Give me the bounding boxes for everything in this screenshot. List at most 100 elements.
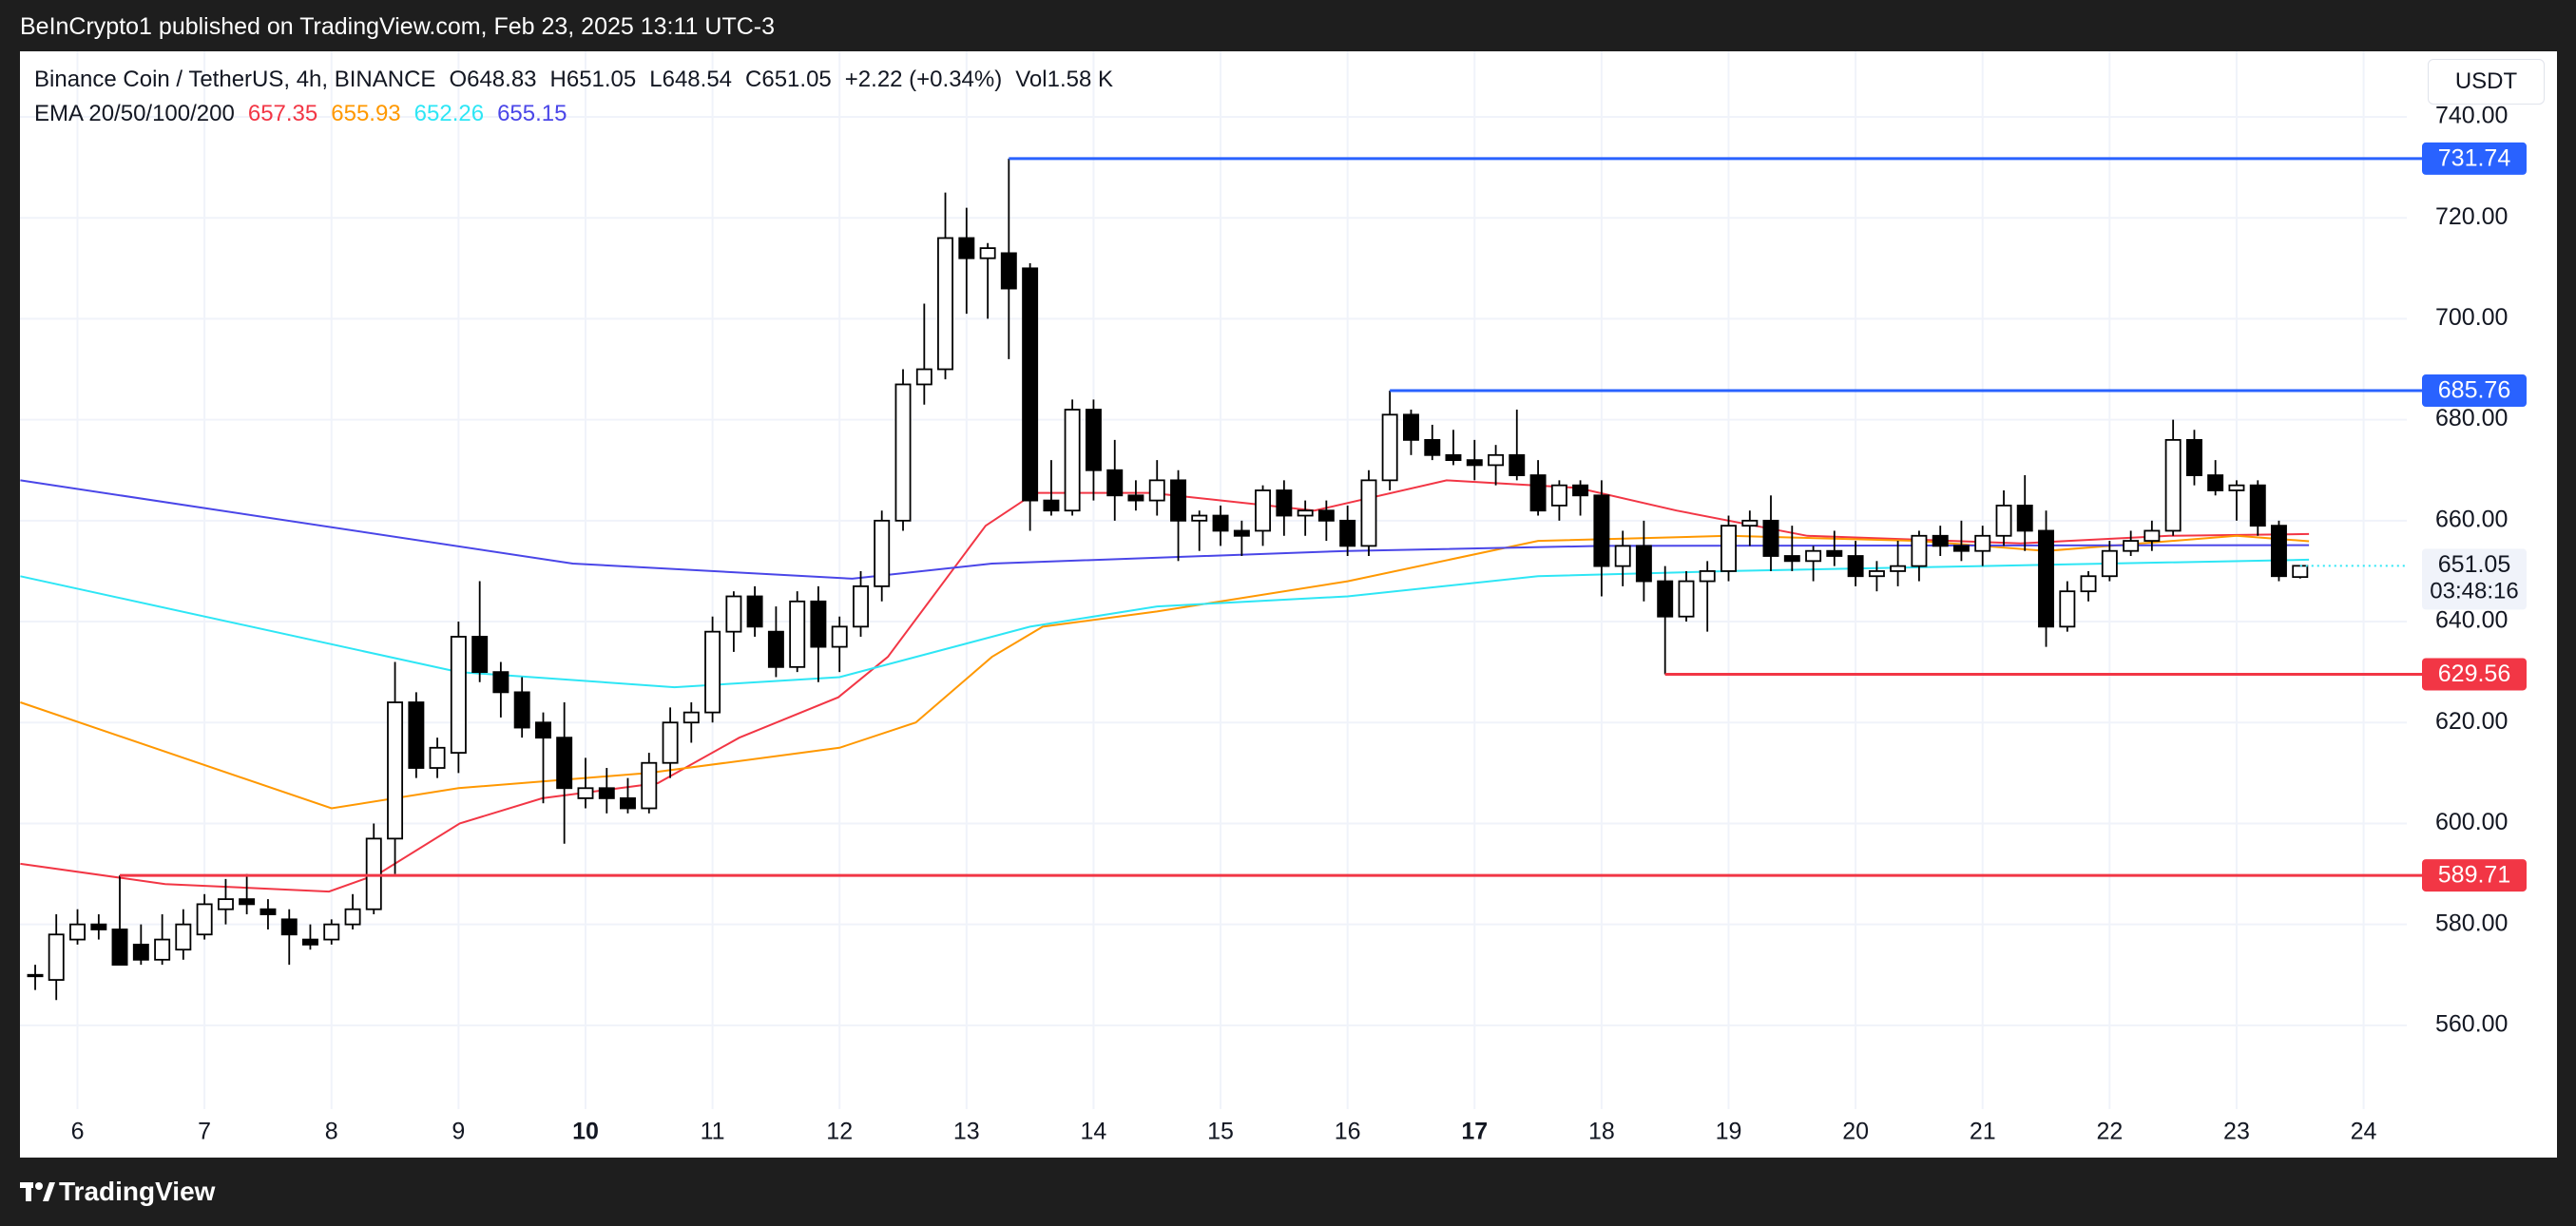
candle-body xyxy=(301,938,318,946)
candle-body xyxy=(387,701,404,840)
y-tick-label: 700.00 xyxy=(2435,304,2508,331)
ema-value: 652.26 xyxy=(413,101,485,126)
candle-body xyxy=(2016,505,2033,532)
level-label-box xyxy=(2422,142,2527,175)
y-tick-label: 600.00 xyxy=(2435,809,2508,835)
candle-body xyxy=(620,796,636,810)
candle-body xyxy=(1170,479,1187,522)
candle-body xyxy=(1826,549,1843,557)
candle-body xyxy=(1635,545,1652,583)
y-tick-label: 580.00 xyxy=(2435,910,2508,936)
candle-body xyxy=(2143,529,2161,542)
candle-body xyxy=(1000,252,1017,290)
ema-label: EMA 20/50/100/200 xyxy=(34,101,235,126)
candle-body xyxy=(1466,459,1483,467)
candle-body xyxy=(27,973,44,978)
candle-body xyxy=(598,787,615,799)
candle-body xyxy=(2080,575,2097,593)
ema-legend: EMA 20/50/100/200 657.35 655.93 652.26 655.… xyxy=(34,101,567,127)
x-tick-label: 23 xyxy=(2223,1119,2250,1145)
x-tick-label: 17 xyxy=(1461,1119,1488,1145)
candle-body xyxy=(2123,540,2140,552)
last-price-box xyxy=(2422,548,2527,610)
currency-button[interactable]: USDT xyxy=(2428,59,2545,105)
candle-body xyxy=(704,630,721,714)
x-tick-label: 18 xyxy=(1588,1119,1615,1145)
candle-body xyxy=(2292,565,2309,579)
tradingview-logo xyxy=(20,1182,55,1201)
candle-body xyxy=(810,600,827,648)
candle-body xyxy=(260,908,277,915)
candle-body xyxy=(1339,519,1356,547)
candle-body xyxy=(1381,413,1398,482)
candle-body xyxy=(979,247,996,259)
candle-body xyxy=(535,721,551,739)
candle-body xyxy=(1805,549,1822,563)
candle-body xyxy=(1678,580,1695,618)
candle-body xyxy=(1952,545,1970,552)
candle-body xyxy=(69,923,86,941)
volume: Vol1.58 K xyxy=(1015,67,1113,92)
candle-body xyxy=(2270,525,2287,578)
candle-body xyxy=(1276,489,1293,517)
candle-body xyxy=(1529,474,1547,512)
candle-body xyxy=(915,368,932,386)
candle-body xyxy=(937,237,953,371)
candle-body xyxy=(1445,453,1462,462)
candle-body xyxy=(1064,409,1081,512)
candle-body xyxy=(2249,484,2266,527)
candle-body xyxy=(767,630,784,668)
candle-body xyxy=(1488,453,1505,467)
countdown-label: 03:48:16 xyxy=(2430,579,2518,604)
candle-body xyxy=(408,701,425,769)
candle-body xyxy=(894,383,912,522)
last-price-label: 651.05 xyxy=(2438,551,2510,578)
candle-body xyxy=(323,923,340,941)
candle-body xyxy=(132,943,149,961)
candle-body xyxy=(789,600,806,668)
candle-body xyxy=(1360,479,1377,547)
symbol-legend: Binance Coin / TetherUS, 4h, BINANCE O64… xyxy=(34,67,1113,93)
candle-body xyxy=(1890,565,1907,572)
candle-body xyxy=(1762,519,1779,557)
candle-body xyxy=(111,929,128,967)
candle-body xyxy=(1509,453,1526,476)
candle-body xyxy=(577,787,594,799)
x-tick-label: 7 xyxy=(198,1119,211,1145)
candle-body xyxy=(1657,580,1674,618)
level-label: 685.76 xyxy=(2438,377,2510,404)
candle-body xyxy=(175,923,192,951)
x-tick-label: 10 xyxy=(572,1119,599,1145)
candle-body xyxy=(154,938,171,961)
candle-body xyxy=(1424,438,1441,456)
candle-body xyxy=(853,584,869,628)
candle-body xyxy=(1022,267,1039,502)
candle-body xyxy=(958,237,975,259)
candle-body xyxy=(48,933,65,981)
candle-body xyxy=(1932,534,1949,547)
x-tick-label: 24 xyxy=(2351,1119,2377,1145)
candle-body xyxy=(471,636,489,674)
candle-body xyxy=(1847,555,1864,578)
level-label: 629.56 xyxy=(2438,661,2510,687)
candle-body xyxy=(1911,534,1928,567)
x-tick-label: 6 xyxy=(71,1119,85,1145)
candle-body xyxy=(1721,525,1737,572)
ohlc-open: O648.83 xyxy=(449,67,537,92)
candle-body xyxy=(874,519,891,587)
candle-body xyxy=(1614,545,1631,567)
candle-body xyxy=(1255,489,1272,532)
x-tick-label: 22 xyxy=(2096,1119,2123,1145)
candle-body xyxy=(2207,474,2224,491)
candle-body xyxy=(2038,529,2055,628)
footer-brand: TradingView xyxy=(59,1177,216,1206)
y-tick-label: 560.00 xyxy=(2435,1010,2508,1037)
x-tick-label: 21 xyxy=(1970,1119,1996,1145)
candle-body xyxy=(1191,514,1208,522)
candle-body xyxy=(1085,409,1102,471)
x-tick-label: 20 xyxy=(1842,1119,1869,1145)
y-tick-label: 640.00 xyxy=(2435,607,2508,634)
x-tick-label: 14 xyxy=(1081,1119,1107,1145)
